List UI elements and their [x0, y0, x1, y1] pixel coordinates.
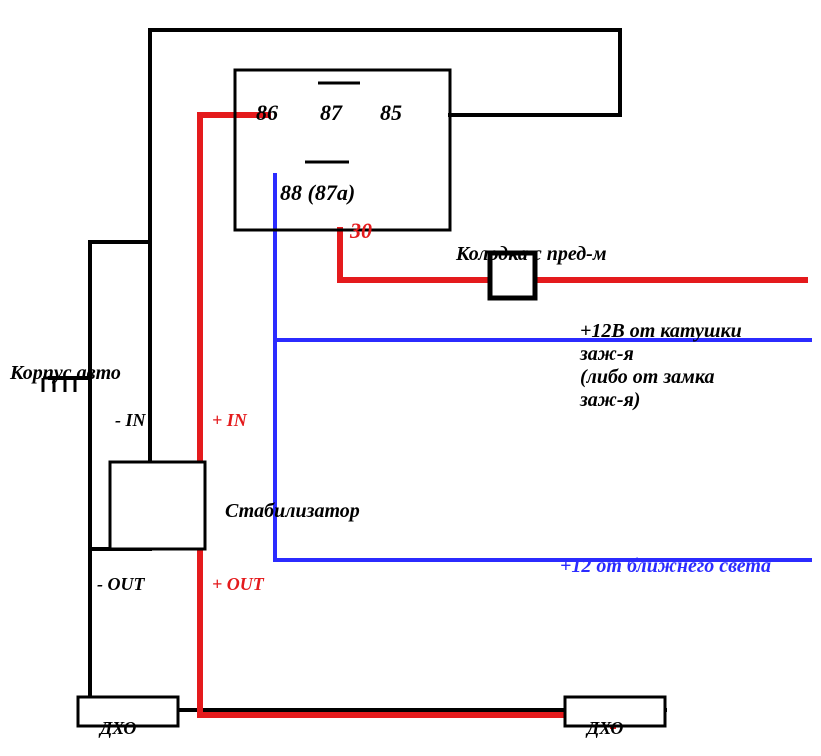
- pos-out-label: + OUT: [212, 574, 264, 595]
- pin-30-label: 30: [350, 218, 372, 244]
- pin-88-label: 88 (87a): [280, 180, 355, 206]
- fuse-block-label: Колодка с пред-м: [456, 243, 607, 266]
- neg-in-label: - IN: [115, 410, 146, 431]
- stabilizer-label: Стабилизатор: [225, 500, 360, 523]
- pin-85-label: 85: [380, 100, 402, 126]
- drl-left-label: ДХО: [100, 718, 136, 739]
- pin-86-label: 86: [256, 100, 278, 126]
- 12v-ign-label: +12В от катушки заж-я (либо от замка заж…: [580, 320, 742, 412]
- relay-box: [235, 70, 450, 230]
- wire-red: [200, 115, 613, 726]
- chassis-label: Корпус авто: [10, 362, 121, 385]
- drl-right-label: ДХО: [587, 718, 623, 739]
- pos-in-label: + IN: [212, 410, 247, 431]
- pin-87-label: 87: [320, 100, 342, 126]
- neg-out-label: - OUT: [97, 574, 145, 595]
- 12v-lowbeam-label: +12 от ближнего света: [560, 555, 771, 578]
- stabilizer-box: [110, 462, 205, 549]
